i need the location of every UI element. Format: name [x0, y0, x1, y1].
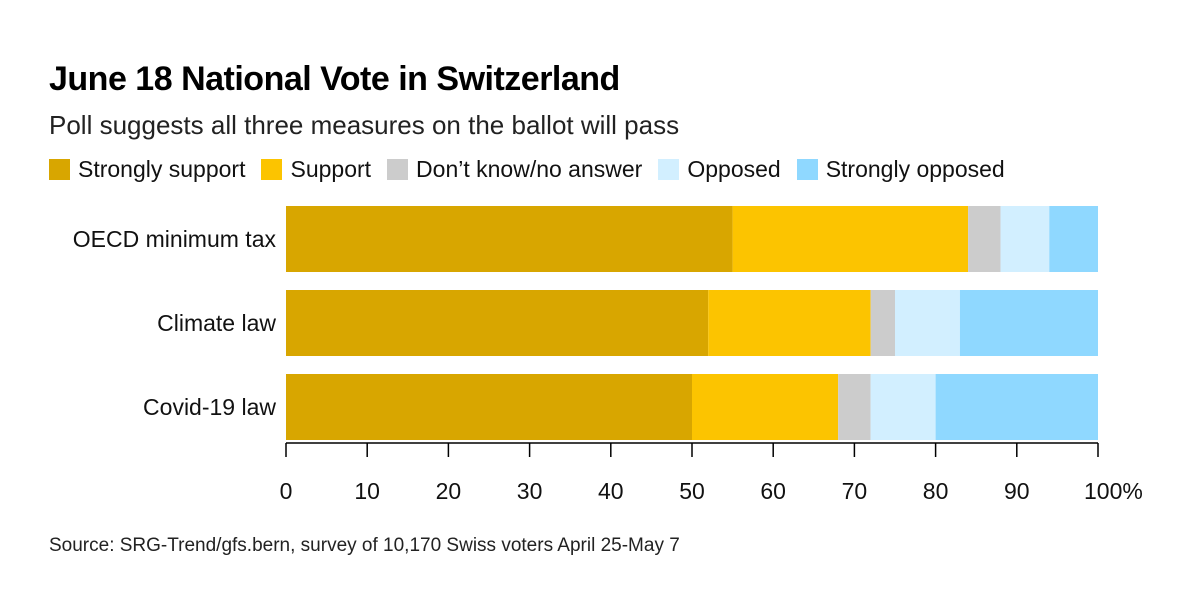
- bar-segment: [870, 374, 936, 440]
- bar-segment: [286, 206, 733, 272]
- source-note: Source: SRG-Trend/gfs.bern, survey of 10…: [49, 535, 680, 556]
- bar-segment: [895, 290, 960, 356]
- legend-swatch: [261, 159, 283, 180]
- legend-item: Support: [261, 156, 371, 183]
- x-tick-label: 90: [1004, 478, 1030, 504]
- bar-segment: [708, 290, 871, 356]
- chart-title: June 18 National Vote in Switzerland: [49, 60, 620, 98]
- x-tick-label: 10: [354, 478, 380, 504]
- x-tick-label: 70: [842, 478, 868, 504]
- legend-swatch: [49, 159, 70, 180]
- legend-swatch: [658, 159, 680, 180]
- x-tick-label: 100%: [1084, 478, 1143, 504]
- x-tick-label: 40: [598, 478, 624, 504]
- legend-label: Strongly support: [78, 156, 246, 182]
- bar-segment: [692, 374, 839, 440]
- x-tick-label: 20: [436, 478, 462, 504]
- x-tick-label: 30: [517, 478, 543, 504]
- bar-segment: [968, 206, 1001, 272]
- x-tick-label: 50: [679, 478, 705, 504]
- bar-segment: [959, 290, 1098, 356]
- chart-subtitle: Poll suggests all three measures on the …: [49, 110, 680, 140]
- legend-label: Don’t know/no answer: [416, 156, 643, 182]
- x-tick-label: 80: [923, 478, 949, 504]
- bar-segment: [838, 374, 871, 440]
- x-tick-label: 60: [760, 478, 786, 504]
- chart-legend: Strongly support Support Don’t know/no ans…: [49, 156, 1021, 183]
- legend-label: Strongly opposed: [825, 156, 1005, 182]
- legend-item: Don’t know/no answer: [387, 156, 642, 183]
- category-label: OECD minimum tax: [73, 226, 277, 252]
- legend-item: Strongly opposed: [796, 156, 1005, 183]
- legend-label: Support: [290, 156, 372, 182]
- bar-segment: [935, 374, 1098, 440]
- bar-segment: [1000, 206, 1050, 272]
- bar-segment: [732, 206, 969, 272]
- legend-swatch: [387, 159, 409, 180]
- legend-swatch: [796, 159, 818, 180]
- category-label: Climate law: [157, 310, 276, 336]
- bar-segment: [870, 290, 895, 356]
- bar-segment: [1049, 206, 1098, 272]
- legend-item: Strongly support: [49, 156, 245, 183]
- bar-segment: [286, 290, 709, 356]
- legend-item: Opposed: [658, 156, 781, 183]
- category-label: Covid-19 law: [143, 394, 276, 420]
- legend-label: Opposed: [687, 156, 781, 182]
- bar-segment: [286, 374, 692, 440]
- x-tick-label: 0: [280, 478, 293, 504]
